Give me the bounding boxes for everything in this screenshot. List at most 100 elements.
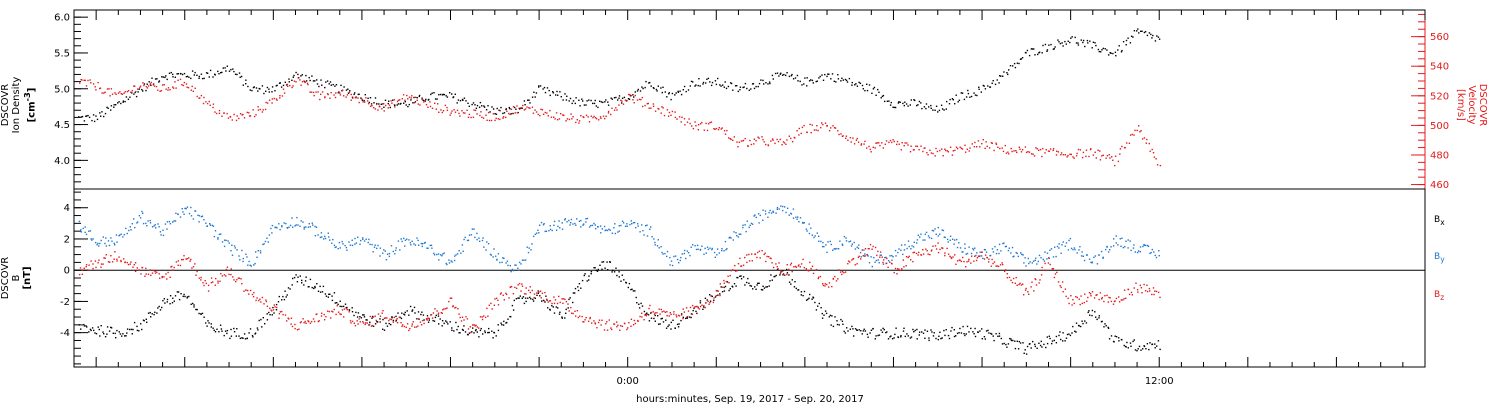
velocity-point <box>729 138 731 140</box>
velocity-tick-label: 480 <box>1430 150 1449 161</box>
by-point <box>751 223 754 225</box>
bx-point <box>532 298 534 301</box>
by-point <box>319 236 322 239</box>
density-point <box>276 84 278 87</box>
velocity-point <box>268 99 271 101</box>
bx-point <box>471 331 473 333</box>
bx-point <box>693 307 695 309</box>
density-point <box>549 94 551 97</box>
bx-point <box>500 322 502 324</box>
velocity-point <box>565 120 567 122</box>
bx-point <box>308 286 310 288</box>
by-point <box>795 216 797 218</box>
density-point <box>797 80 799 82</box>
bx-point <box>451 329 453 331</box>
velocity-point <box>297 77 299 79</box>
bz-point <box>337 311 340 313</box>
velocity-point <box>143 84 145 87</box>
bx-point <box>793 286 796 288</box>
density-point <box>421 97 423 99</box>
by-point <box>939 233 941 235</box>
density-point <box>301 74 303 76</box>
bz-point <box>959 259 961 262</box>
bz-point <box>348 311 350 313</box>
density-point <box>734 85 737 87</box>
velocity-point <box>1105 157 1107 159</box>
by-point <box>133 218 135 220</box>
bx-point <box>301 279 303 282</box>
bz-point <box>200 279 202 281</box>
velocity-point <box>544 111 546 114</box>
bz-point <box>386 317 388 319</box>
bx-point <box>379 318 381 320</box>
velocity-label-line1: DSCOVR <box>1477 83 1488 127</box>
bz-point <box>1078 298 1080 300</box>
by-point <box>580 219 582 222</box>
bx-point <box>186 297 188 299</box>
density-point <box>636 90 639 92</box>
bx-point <box>264 323 266 325</box>
by-point <box>806 230 808 232</box>
density-point <box>282 84 285 87</box>
by-point <box>757 213 760 215</box>
density-point <box>285 84 288 86</box>
bx-point <box>295 274 297 276</box>
by-point <box>533 235 535 238</box>
bx-point <box>457 325 459 328</box>
bx-point <box>588 275 590 277</box>
bx-point <box>1010 339 1013 342</box>
density-points <box>78 28 1161 123</box>
bz-point <box>525 287 527 289</box>
by-point <box>228 242 230 244</box>
bx-point <box>717 294 719 296</box>
by-point <box>604 229 606 232</box>
by-point <box>314 225 316 228</box>
bx-point <box>928 337 930 339</box>
by-point <box>697 248 699 250</box>
bz-point <box>786 264 788 266</box>
bz-point <box>885 262 887 265</box>
bx-point <box>342 305 345 308</box>
by-point <box>591 224 594 227</box>
bx-point <box>950 330 952 332</box>
density-point <box>788 75 791 78</box>
bz-point <box>195 274 197 276</box>
density-point <box>923 106 926 108</box>
by-point <box>913 241 915 243</box>
bx-point <box>723 286 725 289</box>
density-point <box>913 99 915 101</box>
bz-point <box>290 317 293 319</box>
bz-point <box>949 255 951 258</box>
bz-point <box>95 266 97 269</box>
density-point <box>439 93 442 96</box>
by-point <box>478 237 480 239</box>
by-point <box>183 213 185 215</box>
velocity-point <box>1075 155 1078 157</box>
velocity-point <box>320 93 322 95</box>
density-point <box>618 95 621 97</box>
bz-point <box>303 322 305 324</box>
bz-point <box>663 310 665 312</box>
by-point <box>1011 246 1014 249</box>
velocity-point <box>956 147 959 150</box>
density-point <box>394 104 396 107</box>
velocity-point <box>334 96 337 99</box>
density-point <box>400 102 402 105</box>
velocity-point <box>926 152 928 154</box>
velocity-point <box>167 89 169 91</box>
bz-point <box>869 243 872 246</box>
bx-point <box>476 331 478 333</box>
bz-point <box>1027 291 1029 293</box>
velocity-point <box>160 90 163 92</box>
density-point <box>801 84 803 86</box>
velocity-point <box>425 104 428 106</box>
by-point <box>423 242 426 244</box>
density-label-unit: [cm-3] <box>22 87 38 123</box>
by-point <box>572 223 574 225</box>
bx-point <box>665 327 668 329</box>
velocity-point <box>1036 148 1038 150</box>
bx-point <box>782 270 784 272</box>
velocity-point <box>881 142 883 144</box>
by-point <box>192 218 195 220</box>
density-point <box>1095 44 1097 47</box>
